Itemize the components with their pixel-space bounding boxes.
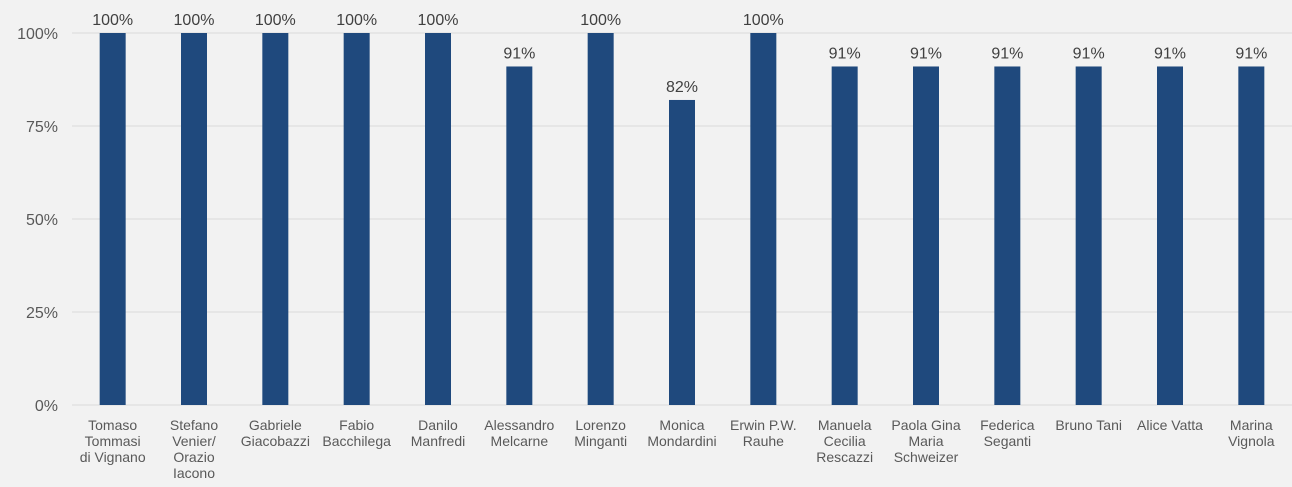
bar [994, 66, 1021, 405]
category-label: Marina Vignola [1228, 417, 1275, 449]
category-label-line: Rescazzi [816, 449, 873, 465]
bar [343, 33, 370, 405]
category-label: Alessandro Melcarne [484, 417, 554, 449]
bar [831, 66, 858, 405]
category-label: Lorenzo Minganti [574, 417, 627, 449]
category-label-line: Tomaso [88, 417, 137, 433]
data-label: 91% [910, 45, 942, 62]
category-label: Stefano Venier/Orazio Iacono [170, 417, 218, 481]
category-label-line: Seganti [984, 433, 1031, 449]
category-label: Gabriele Giacobazzi [241, 417, 310, 449]
category-label-line: Orazio [173, 449, 214, 465]
y-tick-label: 75% [26, 119, 58, 136]
category-label-line: Gabriele [249, 417, 302, 433]
data-label: 100% [255, 12, 296, 29]
category-label-line: Alessandro [484, 417, 554, 433]
category-label-line: Rauhe [743, 433, 784, 449]
data-label: 91% [829, 45, 861, 62]
category-label-line: Alice Vatta [1137, 417, 1203, 433]
category-label: Monica Mondardini [647, 417, 716, 449]
category-label-line: Venier/ [172, 433, 216, 449]
category-label-line: Cecilia [824, 433, 866, 449]
bar [181, 33, 207, 405]
bar [750, 33, 777, 405]
bar [913, 66, 939, 405]
category-label-line: Federica [980, 417, 1035, 433]
category-label: Bruno Tani [1055, 417, 1122, 433]
category-label-line: Melcarne [491, 433, 549, 449]
bar [669, 99, 695, 406]
bar [99, 33, 126, 405]
data-label: 91% [1235, 45, 1267, 62]
category-label-line: Iacono [173, 465, 215, 481]
category-label-line: Stefano [170, 417, 218, 433]
category-label-line: Monica [659, 417, 704, 433]
category-label: Tomaso Tommasi di Vignano [80, 417, 146, 465]
category-label-line: Tommasi [85, 433, 141, 449]
bar [425, 33, 451, 405]
category-label-line: Marina [1230, 417, 1273, 433]
data-label: 100% [418, 12, 459, 29]
category-label-line: Bruno Tani [1055, 417, 1122, 433]
category-label: Alice Vatta [1137, 417, 1203, 433]
category-label-line: Bacchilega [322, 433, 391, 449]
data-label: 91% [991, 45, 1023, 62]
category-label-line: Manfredi [411, 433, 465, 449]
category-label-line: Manuela [818, 417, 872, 433]
y-tick-label: 0% [35, 398, 58, 415]
category-label-line: Mondardini [647, 433, 716, 449]
data-label: 91% [1073, 45, 1105, 62]
category-label: Manuela Cecilia Rescazzi [816, 417, 873, 465]
data-label: 100% [92, 12, 133, 29]
category-label: Fabio Bacchilega [322, 417, 391, 449]
category-label-line: Lorenzo [575, 417, 626, 433]
category-label-line: Giacobazzi [241, 433, 310, 449]
category-label-line: Maria [908, 433, 943, 449]
data-label: 91% [1154, 45, 1186, 62]
category-label-line: Vignola [1228, 433, 1275, 449]
category-label: Erwin P.W. Rauhe [730, 417, 797, 449]
category-label: Paola Gina Maria Schweizer [891, 417, 960, 465]
data-label: 100% [174, 12, 215, 29]
category-label-line: Danilo [418, 417, 458, 433]
y-tick-label: 50% [26, 212, 58, 229]
data-label: 82% [666, 79, 698, 96]
bar [1075, 66, 1102, 405]
category-label-line: di Vignano [80, 449, 146, 465]
bar [1238, 66, 1265, 405]
category-label: Federica Seganti [980, 417, 1035, 449]
data-label: 100% [743, 12, 784, 29]
bar [587, 33, 614, 405]
data-label: 100% [336, 12, 377, 29]
bar [262, 33, 289, 405]
category-label-line: Schweizer [894, 449, 959, 465]
category-label-line: Paola Gina [891, 417, 960, 433]
y-tick-label: 100% [17, 26, 58, 43]
y-tick-label: 25% [26, 305, 58, 322]
category-label-line: Minganti [574, 433, 627, 449]
data-label: 91% [503, 45, 535, 62]
bar [1157, 66, 1183, 405]
data-label: 100% [580, 12, 621, 29]
category-label-line: Fabio [339, 417, 374, 433]
category-label: Danilo Manfredi [411, 417, 465, 449]
bar [506, 66, 533, 405]
category-label-line: Erwin P.W. [730, 417, 797, 433]
